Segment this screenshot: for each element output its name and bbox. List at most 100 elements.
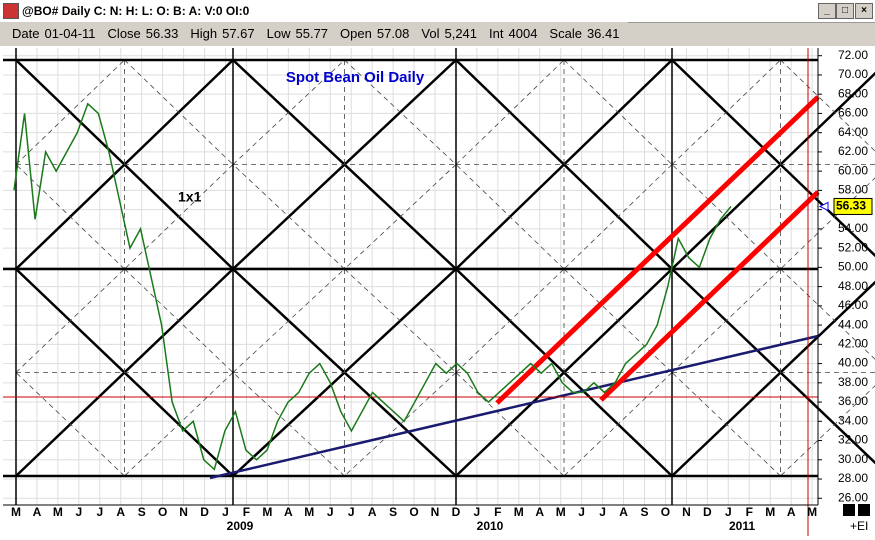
y-tick-label: 62.00 [838, 144, 868, 158]
last-price-label: 56.33 [836, 199, 866, 213]
x-tick-label: N [431, 505, 440, 519]
close-button[interactable]: × [855, 3, 873, 19]
x-tick-label: D [200, 505, 209, 519]
gann-dash [455, 372, 565, 477]
info-value: 56.33 [145, 26, 179, 41]
info-item: Int 4004 [489, 26, 537, 41]
x-tick-label: M [556, 505, 566, 519]
x-tick-label: J [725, 505, 732, 519]
y-tick-label: 52.00 [838, 240, 868, 254]
x-tick-label: J [599, 505, 606, 519]
x-tick-label: J [578, 505, 585, 519]
y-tick-label: 40.00 [838, 356, 868, 370]
gann-dash [780, 59, 875, 152]
x-tick-label: O [409, 505, 418, 519]
app-icon [3, 3, 19, 19]
gann-dash [780, 177, 875, 270]
maximize-button[interactable]: □ [836, 3, 854, 19]
y-tick-label: 54.00 [838, 221, 868, 235]
x-tick-label: M [53, 505, 63, 519]
title-bar: @BO# Daily C: N: H: L: O: B: A: V:0 OI:0… [0, 0, 875, 23]
gann-dash [780, 385, 875, 477]
x-tick-label: M [807, 505, 817, 519]
gann-dash [15, 164, 125, 270]
x-tick-label: M [304, 505, 314, 519]
annotation: 1x1 [178, 189, 202, 205]
info-label: Open [340, 26, 372, 41]
x-tick-label: A [619, 505, 628, 519]
gann-dash [455, 164, 565, 270]
info-bar: Date 01-04-11 Close 56.33 High 57.67 Low 55.77 O… [0, 22, 628, 46]
x-tick-label: S [640, 505, 648, 519]
gann-dash [344, 164, 457, 270]
footer-label: +EI [850, 519, 868, 533]
gann-dash [671, 164, 781, 270]
x-tick-label: O [661, 505, 670, 519]
y-tick-label: 38.00 [838, 375, 868, 389]
x-tick-label: A [368, 505, 377, 519]
x-tick-label: M [262, 505, 272, 519]
info-label: Scale [549, 26, 582, 41]
x-tick-label: S [138, 505, 146, 519]
x-tick-label: J [348, 505, 355, 519]
info-label: Low [266, 26, 291, 41]
minimize-button[interactable]: _ [818, 3, 836, 19]
chart-title: Spot Bean Oil Daily [286, 69, 425, 86]
y-tick-label: 46.00 [838, 298, 868, 312]
x-tick-label: O [158, 505, 167, 519]
info-value: 36.41 [586, 26, 620, 41]
x-tick-label: M [11, 505, 21, 519]
y-tick-label: 26.00 [838, 490, 868, 504]
year-label: 2010 [477, 519, 504, 533]
x-tick-label: J [474, 505, 481, 519]
y-tick-label: 60.00 [838, 163, 868, 177]
gann-dash [344, 59, 457, 165]
x-tick-label: A [33, 505, 42, 519]
last-price-arrow [818, 201, 829, 212]
info-value: 01-04-11 [44, 26, 96, 41]
x-tick-label: A [787, 505, 796, 519]
y-tick-label: 48.00 [838, 279, 868, 293]
gann-dash [344, 268, 457, 373]
x-tick-label: A [535, 505, 544, 519]
gann-dash [124, 59, 234, 165]
gann-dash [671, 372, 781, 477]
info-value: 57.67 [222, 26, 255, 41]
info-value: 5,241 [444, 26, 478, 41]
year-label: 2009 [227, 519, 254, 533]
x-tick-label: F [243, 505, 250, 519]
info-label: Close [107, 26, 141, 41]
x-tick-label: N [682, 505, 691, 519]
y-tick-label: 58.00 [838, 183, 868, 197]
info-value: 57.08 [376, 26, 410, 41]
year-label: 2011 [729, 519, 755, 533]
info-label: Int [489, 26, 504, 41]
gann-dash [124, 164, 234, 270]
y-tick-label: 66.00 [838, 106, 868, 120]
x-tick-label: J [76, 505, 83, 519]
y-tick-label: 70.00 [838, 67, 868, 81]
channel-line [495, 95, 820, 405]
gann-dash [15, 372, 125, 477]
x-tick-label: S [389, 505, 397, 519]
gann-dash [344, 372, 457, 477]
y-tick-label: 44.00 [838, 317, 868, 331]
x-tick-label: J [96, 505, 103, 519]
y-tick-label: 36.00 [838, 394, 868, 408]
gann-dash [455, 59, 565, 165]
y-tick-label: 64.00 [838, 125, 868, 139]
gann-dash [232, 268, 345, 373]
info-item: Scale 36.41 [549, 26, 619, 41]
x-tick-label: D [452, 505, 461, 519]
y-tick-label: 30.00 [838, 452, 868, 466]
info-item: Vol 5,241 [421, 26, 477, 41]
y-tick-label: 72.00 [838, 48, 868, 62]
info-item: High 57.67 [190, 26, 254, 41]
gann-dash [671, 59, 781, 165]
trend-line [209, 334, 819, 480]
gann-dash [15, 268, 125, 373]
gann-dash [124, 372, 234, 477]
x-tick-label: M [514, 505, 524, 519]
gann-dash [563, 372, 673, 477]
